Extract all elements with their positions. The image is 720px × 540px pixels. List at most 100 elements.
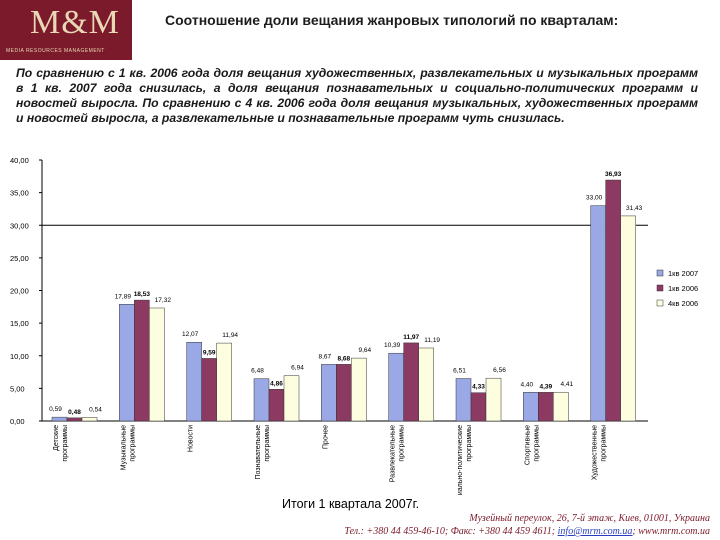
x-category-label-line: программы — [601, 425, 608, 462]
x-category-label-line: программы — [399, 425, 406, 462]
bar — [283, 375, 300, 422]
y-tick-label: 10,00 — [10, 352, 29, 361]
x-category-label: Познавательные программы — [255, 425, 271, 480]
company-logo: M&M MEDIA RESOURCES MANAGEMENT — [0, 0, 132, 60]
bar-value-label: 6,56 — [493, 367, 506, 374]
bar — [485, 377, 502, 422]
bar — [186, 341, 202, 422]
bar-value-label: 18,53 — [134, 291, 151, 298]
chart-caption: Итоги 1 квартала 2007г. — [282, 497, 420, 511]
x-category-label-line: Спортивные — [524, 425, 531, 465]
y-tick-label: 0,00 — [10, 417, 25, 426]
bar-value-label: 17,32 — [155, 297, 172, 304]
bar — [119, 304, 135, 422]
y-tick-label: 15,00 — [10, 319, 29, 328]
legend-label: 4кв 2006 — [668, 299, 698, 308]
bar-value-label: 33,00 — [586, 195, 603, 202]
logo-mark: M&M — [30, 4, 120, 41]
x-category-label: Развлекательные программы — [390, 425, 406, 482]
x-category-label-line: Новости — [188, 425, 195, 452]
bar-value-label: 36,93 — [605, 171, 622, 178]
x-category-label-line: программы — [62, 425, 69, 462]
bar-value-label: 4,39 — [540, 383, 553, 390]
bar — [149, 307, 165, 422]
footer-email-link[interactable]: info@mrm.com.ua — [557, 526, 633, 537]
bar-value-label: 11,94 — [222, 332, 238, 339]
bar-value-label: 8,67 — [319, 353, 332, 360]
bar-value-label: 6,94 — [291, 365, 304, 372]
page-title: Соотношение доли вещания жанровых типоло… — [165, 12, 619, 28]
bar-value-label: 31,43 — [626, 205, 643, 212]
x-category-label: Прочее — [322, 425, 329, 449]
x-category-label: Социально-политические программы — [457, 425, 473, 495]
legend-label: 1кв 2007 — [668, 269, 698, 278]
bar — [336, 364, 352, 422]
bar-value-label: 9,59 — [203, 349, 216, 356]
x-category-label: Музыкальные программы — [120, 425, 136, 470]
x-category-label-line: программы — [466, 425, 473, 462]
bar-value-label: 6,48 — [251, 368, 264, 375]
x-category-label-line: программы — [129, 425, 136, 462]
x-category-label: Спортивные программы — [524, 425, 540, 465]
legend-swatch — [656, 269, 664, 277]
footer-website: ; www.mrm.com.ua — [632, 526, 710, 537]
legend-label: 1кв 2006 — [668, 284, 698, 293]
footer-contacts: Тел.: +380 44 459-46-10; Факс: +380 44 4… — [344, 526, 710, 537]
footer-phone-fax: Тел.: +380 44 459-46-10; Факс: +380 44 4… — [344, 526, 556, 537]
bar — [590, 205, 606, 422]
x-category-label-line: Развлекательные — [390, 425, 397, 482]
bar — [470, 392, 487, 422]
y-tick-label: 20,00 — [10, 287, 29, 296]
bar — [66, 417, 83, 422]
bar-value-label: 0,59 — [49, 406, 62, 413]
bar — [351, 357, 367, 422]
x-category-label-line: Детские — [53, 425, 60, 451]
bar-value-label: 4,41 — [561, 381, 574, 388]
bar-value-label: 4,33 — [472, 384, 485, 391]
bar-value-label: 11,19 — [424, 337, 440, 344]
bar — [538, 392, 554, 422]
bar — [321, 364, 337, 422]
bar-chart: 0,00 5,00 10,00 15,00 20,00 25,00 30,00 35,00 40… — [10, 156, 698, 495]
bar — [201, 358, 217, 422]
summary-text: По сравнению с 1 кв. 2006 года доля веща… — [16, 66, 698, 125]
x-category-label-line: Прочее — [322, 425, 329, 449]
bar — [268, 389, 285, 422]
bar — [418, 347, 434, 422]
bar — [523, 392, 539, 422]
bar — [605, 179, 621, 422]
bar — [620, 215, 636, 422]
x-category-label-line: Музыкальные — [120, 425, 127, 470]
x-category-label-line: Познавательные — [255, 425, 262, 480]
bar — [388, 352, 404, 422]
x-category-label-line: Художественные — [592, 425, 599, 480]
bar-value-label: 4,86 — [270, 380, 283, 387]
y-tick-label: 25,00 — [10, 254, 29, 263]
logo-subtitle: MEDIA RESOURCES MANAGEMENT — [6, 48, 105, 54]
bar — [216, 342, 232, 422]
bar — [455, 378, 472, 422]
x-category-label: Детские программы — [53, 425, 69, 462]
bar-value-label: 0,48 — [68, 409, 81, 416]
x-category-label: Художественные программы — [592, 425, 608, 480]
footer-address: Музейный переулок, 26, 7-й этаж, Киев, 0… — [469, 513, 710, 524]
y-tick-label: 30,00 — [10, 221, 29, 230]
bar-value-label: 10,39 — [384, 342, 401, 349]
bar-value-label: 9,64 — [359, 347, 372, 354]
legend-swatch — [656, 284, 664, 292]
x-category-label: Новости — [188, 425, 195, 452]
legend-swatch — [656, 299, 664, 307]
bar-value-label: 17,89 — [115, 293, 132, 300]
bar-value-label: 0,54 — [89, 406, 102, 413]
bar-value-label: 4,40 — [521, 381, 534, 388]
x-category-label-line: Социально-политические — [457, 425, 464, 495]
y-tick-label: 40,00 — [10, 156, 29, 165]
x-category-label-line: программы — [264, 425, 271, 462]
bar-value-label: 11,97 — [403, 334, 419, 341]
bar-value-label: 6,51 — [453, 368, 466, 375]
bar — [253, 378, 270, 422]
bar — [134, 299, 150, 422]
y-tick-label: 35,00 — [10, 189, 29, 198]
x-category-label-line: программы — [533, 425, 540, 462]
y-tick-label: 5,00 — [10, 384, 25, 393]
